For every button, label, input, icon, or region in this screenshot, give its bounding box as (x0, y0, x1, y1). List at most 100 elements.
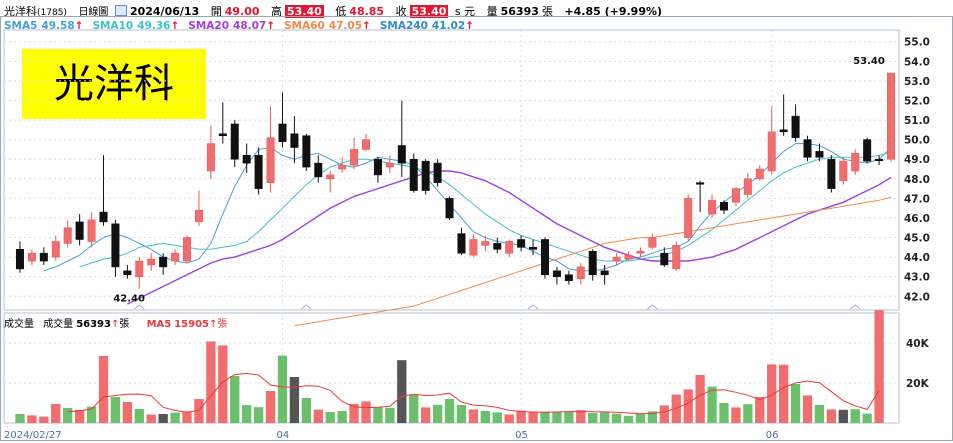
ma-legend-value: 48.07 (233, 20, 267, 32)
high-label: 高 (271, 5, 282, 18)
volume-bar (456, 405, 467, 423)
volume-bar (349, 404, 359, 423)
volume-tick-label: 20K (906, 378, 930, 390)
candle-body (636, 250, 645, 254)
stock-name: 光洋科 (4, 5, 37, 18)
sma-line-sma20 (127, 170, 892, 305)
candle-body (719, 202, 728, 211)
candle-body (171, 252, 180, 262)
volume-bar (755, 397, 765, 423)
volume-bar (611, 413, 622, 423)
ma-legend-item-sma10: SMA10 49.36↑ (92, 20, 179, 32)
ma-legend-arrow: ↑ (362, 20, 371, 32)
sma-line-sma10 (79, 151, 892, 268)
price-tick-label: 42.0 (904, 291, 930, 303)
ma-legend-value: 47.05 (328, 20, 363, 32)
candle-body (242, 155, 251, 164)
candle-body (254, 155, 263, 189)
candle-body (624, 254, 633, 260)
volume-value: 56393 (500, 5, 539, 18)
volume-bar (635, 414, 646, 423)
volume-bar (230, 376, 240, 423)
candle-body (159, 256, 168, 268)
volume-bar (385, 407, 395, 423)
candle-body (51, 241, 60, 258)
volume-bar (564, 412, 574, 423)
candle-body (445, 198, 454, 219)
volume-bar (242, 405, 252, 423)
candle-body (696, 182, 705, 185)
candle-body (218, 133, 227, 137)
volume-bar (194, 399, 204, 423)
candle-body (469, 239, 478, 256)
volume-bar (778, 364, 789, 423)
low-label: 低 (335, 5, 347, 18)
candle-body (481, 241, 490, 246)
candle-body (863, 139, 872, 162)
price-tick-label: 48.0 (904, 174, 930, 186)
candle-body (851, 153, 860, 172)
price-tick-label: 43.0 (904, 272, 930, 284)
candle-body (529, 247, 538, 250)
volume-bar (313, 409, 323, 423)
ma-legend-arrow: ↑ (170, 20, 180, 32)
ma-legend-arrow: ↑ (266, 20, 276, 32)
candle-body (660, 252, 669, 266)
volume-bar (421, 407, 431, 423)
volume-bar (480, 411, 490, 423)
candle-body (302, 135, 311, 168)
ma-legend-label: SMA60 (284, 20, 325, 32)
volume-bar (850, 409, 860, 423)
candle-body (230, 123, 239, 160)
chart-header: 光洋科(1785) 日線圖 2024/06/13 開 49.00 高 53.40 低… (4, 3, 665, 19)
candle-body (708, 200, 717, 215)
volume-bar (134, 409, 144, 423)
volume-bar (253, 407, 264, 423)
candle-body (457, 233, 466, 254)
candle-body (600, 270, 609, 276)
ma-legend-value: 41.02 (431, 20, 466, 32)
volume-bar (98, 356, 109, 423)
volume-tick-label: 40K (906, 338, 930, 350)
price-tick-label: 44.0 (904, 252, 930, 264)
candle-body (373, 158, 382, 176)
open-label: 開 (210, 5, 222, 18)
volume-legend-label: 成交量 (43, 319, 74, 330)
volume-bar (802, 395, 813, 423)
volume-bar (74, 410, 85, 423)
volume-bar (397, 360, 407, 423)
volume-bar (146, 414, 156, 423)
calendar-icon[interactable] (114, 5, 127, 16)
volume-bar (86, 406, 97, 423)
price-tick-label: 54.0 (904, 56, 930, 68)
candle-body (779, 129, 788, 133)
volume-bar (516, 410, 526, 423)
volume-panel-title: 成交量 (4, 319, 34, 330)
volume-bar (659, 405, 669, 423)
low-value: 48.85 (349, 5, 385, 18)
candle-body (767, 131, 776, 172)
event-marker (849, 304, 861, 310)
high-value: 53.40 (285, 5, 324, 18)
price-tick-label: 46.0 (904, 213, 930, 225)
candle-body (362, 139, 371, 150)
ma-legend-value: 49.58 (41, 20, 75, 32)
ma-legend-label: SMA10 (92, 20, 134, 32)
candle-body (755, 168, 764, 180)
date-value[interactable]: 2024/06/13 (129, 5, 200, 18)
event-marker (527, 304, 539, 310)
candle-body (731, 188, 740, 203)
candle-body (278, 123, 287, 142)
candle-body (87, 219, 96, 242)
price-tick-label: 55.0 (904, 37, 930, 49)
volume-bar (683, 389, 693, 423)
volume-ma-label: MA5 (146, 319, 172, 330)
volume-bar (540, 411, 550, 423)
volume-bar (719, 403, 729, 423)
candle-body (123, 270, 132, 276)
volume-bar (409, 394, 419, 423)
candle-body (183, 237, 192, 262)
ma-legend: SMA5 49.58↑ SMA10 49.36↑ SMA20 48.07↑ SMA60 47.… (4, 20, 483, 32)
volume-ma5-line (67, 372, 880, 415)
